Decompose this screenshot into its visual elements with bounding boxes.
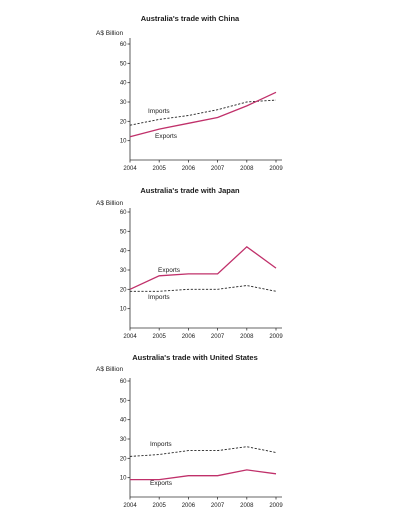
chart-panel-united-states: Australia's trade with United States A$ … xyxy=(0,340,420,512)
x-tick-label: 2007 xyxy=(211,166,225,170)
x-tick-label: 2008 xyxy=(240,166,254,170)
x-tick-label: 2009 xyxy=(269,503,283,509)
y-tick-label: 40 xyxy=(120,418,127,424)
y-tick-label: 10 xyxy=(120,139,127,145)
series-line-exports xyxy=(129,245,277,290)
chart-panel-japan: Australia's trade with Japan A$ Billion … xyxy=(0,170,420,340)
series-group xyxy=(129,245,277,292)
y-ticks: 10 20 30 40 50 60 xyxy=(120,210,130,313)
label-exports: Exports xyxy=(158,267,181,274)
chart-title: Australia's trade with China xyxy=(141,14,240,23)
x-ticks: 2004 2005 2006 2007 2008 2009 xyxy=(123,328,283,340)
label-imports: Imports xyxy=(148,108,170,115)
x-tick-label: 2005 xyxy=(153,334,167,340)
y-tick-label: 50 xyxy=(120,61,127,67)
x-tick-label: 2009 xyxy=(269,166,283,170)
chart-title: Australia's trade with Japan xyxy=(140,186,240,195)
chart-panel-china: Australia's trade with China A$ Billion … xyxy=(0,0,420,170)
series-line-exports xyxy=(129,91,277,138)
label-exports: Exports xyxy=(155,133,178,140)
chart-title: Australia's trade with United States xyxy=(132,353,258,362)
y-tick-label: 10 xyxy=(120,476,127,482)
y-ticks: 10 20 30 40 50 60 xyxy=(120,42,130,145)
chart-japan: Australia's trade with Japan A$ Billion … xyxy=(96,186,283,340)
x-tick-label: 2007 xyxy=(211,503,225,509)
x-tick-label: 2008 xyxy=(240,334,254,340)
series-line-exports xyxy=(130,469,277,481)
y-tick-label: 50 xyxy=(120,229,127,235)
x-tick-label: 2008 xyxy=(240,503,254,509)
x-tick-label: 2006 xyxy=(182,503,196,509)
label-exports: Exports xyxy=(150,480,173,487)
label-imports: Imports xyxy=(150,441,172,448)
y-tick-label: 20 xyxy=(120,119,127,125)
label-imports: Imports xyxy=(148,294,170,301)
y-tick-label: 40 xyxy=(120,81,127,87)
x-tick-label: 2004 xyxy=(123,503,137,509)
x-tick-label: 2005 xyxy=(153,503,167,509)
x-ticks: 2004 2005 2006 2007 2008 2009 xyxy=(123,497,283,509)
y-tick-label: 40 xyxy=(120,249,127,255)
y-tick-label: 30 xyxy=(120,268,127,274)
chart-china: Australia's trade with China A$ Billion … xyxy=(96,14,283,170)
x-tick-label: 2009 xyxy=(269,334,283,340)
x-tick-label: 2006 xyxy=(182,166,196,170)
series-line-imports xyxy=(129,446,277,457)
y-ticks: 10 20 30 40 50 60 xyxy=(120,379,130,482)
y-tick-label: 20 xyxy=(120,456,127,462)
x-tick-label: 2006 xyxy=(182,334,196,340)
x-tick-label: 2004 xyxy=(123,166,137,170)
y-tick-label: 20 xyxy=(120,287,127,293)
y-tick-label: 60 xyxy=(120,210,127,216)
y-tick-label: 50 xyxy=(120,398,127,404)
y-tick-label: 10 xyxy=(120,307,127,313)
series-line-imports xyxy=(130,285,277,292)
y-axis-label: A$ Billion xyxy=(96,30,123,37)
y-axis-label: A$ Billion xyxy=(96,366,123,373)
y-tick-label: 60 xyxy=(120,42,127,48)
x-tick-label: 2005 xyxy=(153,166,167,170)
x-tick-label: 2004 xyxy=(123,334,137,340)
y-tick-label: 60 xyxy=(120,379,127,385)
series-line-imports xyxy=(129,99,277,126)
y-tick-label: 30 xyxy=(120,437,127,443)
series-group xyxy=(129,446,277,481)
y-tick-label: 30 xyxy=(120,100,127,106)
chart-united-states: Australia's trade with United States A$ … xyxy=(96,353,283,509)
y-axis-label: A$ Billion xyxy=(96,200,123,207)
x-ticks: 2004 2005 2006 2007 2008 2009 xyxy=(123,160,283,170)
x-tick-label: 2007 xyxy=(211,334,225,340)
series-group xyxy=(129,91,277,138)
